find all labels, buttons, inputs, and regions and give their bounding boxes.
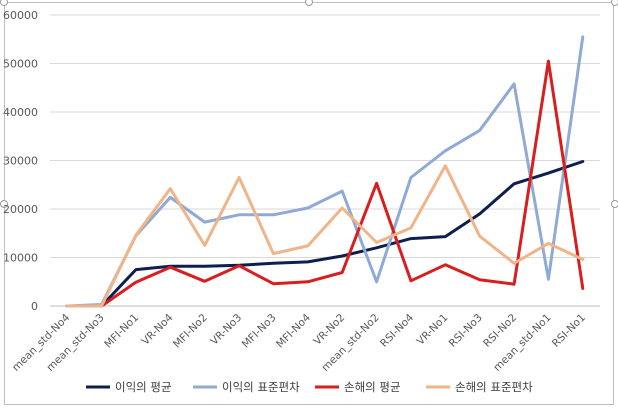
y-tick-label: 10000 (3, 252, 38, 265)
series-line-4[interactable] (65, 164, 585, 308)
legend-label: 손해의 표준편차 (455, 380, 533, 394)
x-category-label: MFI-No3 (240, 312, 279, 351)
series-line-1[interactable] (65, 160, 585, 308)
x-category-label: RSI-No3 (447, 312, 485, 350)
x-category-label: mean_std-No4 (10, 311, 72, 373)
resize-handle-top-middle[interactable] (305, 0, 313, 6)
resize-handle-top-left[interactable] (0, 0, 8, 6)
y-tick-label: 40000 (3, 106, 38, 119)
y-tick-label: 30000 (3, 155, 38, 168)
series-lines (65, 35, 585, 308)
legend-label: 이익의 평균 (115, 380, 172, 394)
y-tick-label: 60000 (3, 9, 38, 22)
y-tick-label: 0 (31, 300, 38, 313)
legend-label: 이익의 표준편차 (222, 380, 300, 394)
x-category-label: MFI-No1 (102, 312, 141, 351)
series-line-2[interactable] (65, 35, 585, 308)
x-category-label: RSI-No4 (378, 311, 416, 349)
legend: 이익의 평균 이익의 표준편차 손해의 평균 손해의 표준편차 (86, 380, 533, 394)
x-category-label: MFI-No2 (171, 312, 210, 351)
y-tick-label: 50000 (3, 58, 38, 71)
y-axis-tick-labels: 0 10000 20000 30000 40000 50000 60000 (3, 9, 38, 313)
x-category-label: VR-No1 (415, 312, 451, 348)
legend-label: 손해의 평균 (344, 380, 401, 394)
resize-handle-middle-left[interactable] (0, 200, 8, 208)
chart-area[interactable] (4, 2, 614, 405)
resize-handle-middle-right[interactable] (611, 200, 618, 208)
legend-item-1[interactable]: 이익의 평균 (86, 380, 172, 394)
x-axis-category-labels: mean_std-No4mean_std-No3MFI-No1VR-No4MFI… (10, 311, 588, 373)
y-tick-label: 20000 (3, 203, 38, 216)
x-category-label: MFI-No4 (274, 311, 313, 350)
legend-item-3[interactable]: 손해의 평균 (315, 380, 401, 394)
x-category-label: RSI-No1 (550, 312, 588, 350)
legend-item-2[interactable]: 이익의 표준편차 (193, 380, 300, 394)
series-line-3[interactable] (65, 59, 585, 308)
resize-handle-top-right[interactable] (611, 0, 618, 6)
legend-item-4[interactable]: 손해의 표준편차 (426, 380, 533, 394)
